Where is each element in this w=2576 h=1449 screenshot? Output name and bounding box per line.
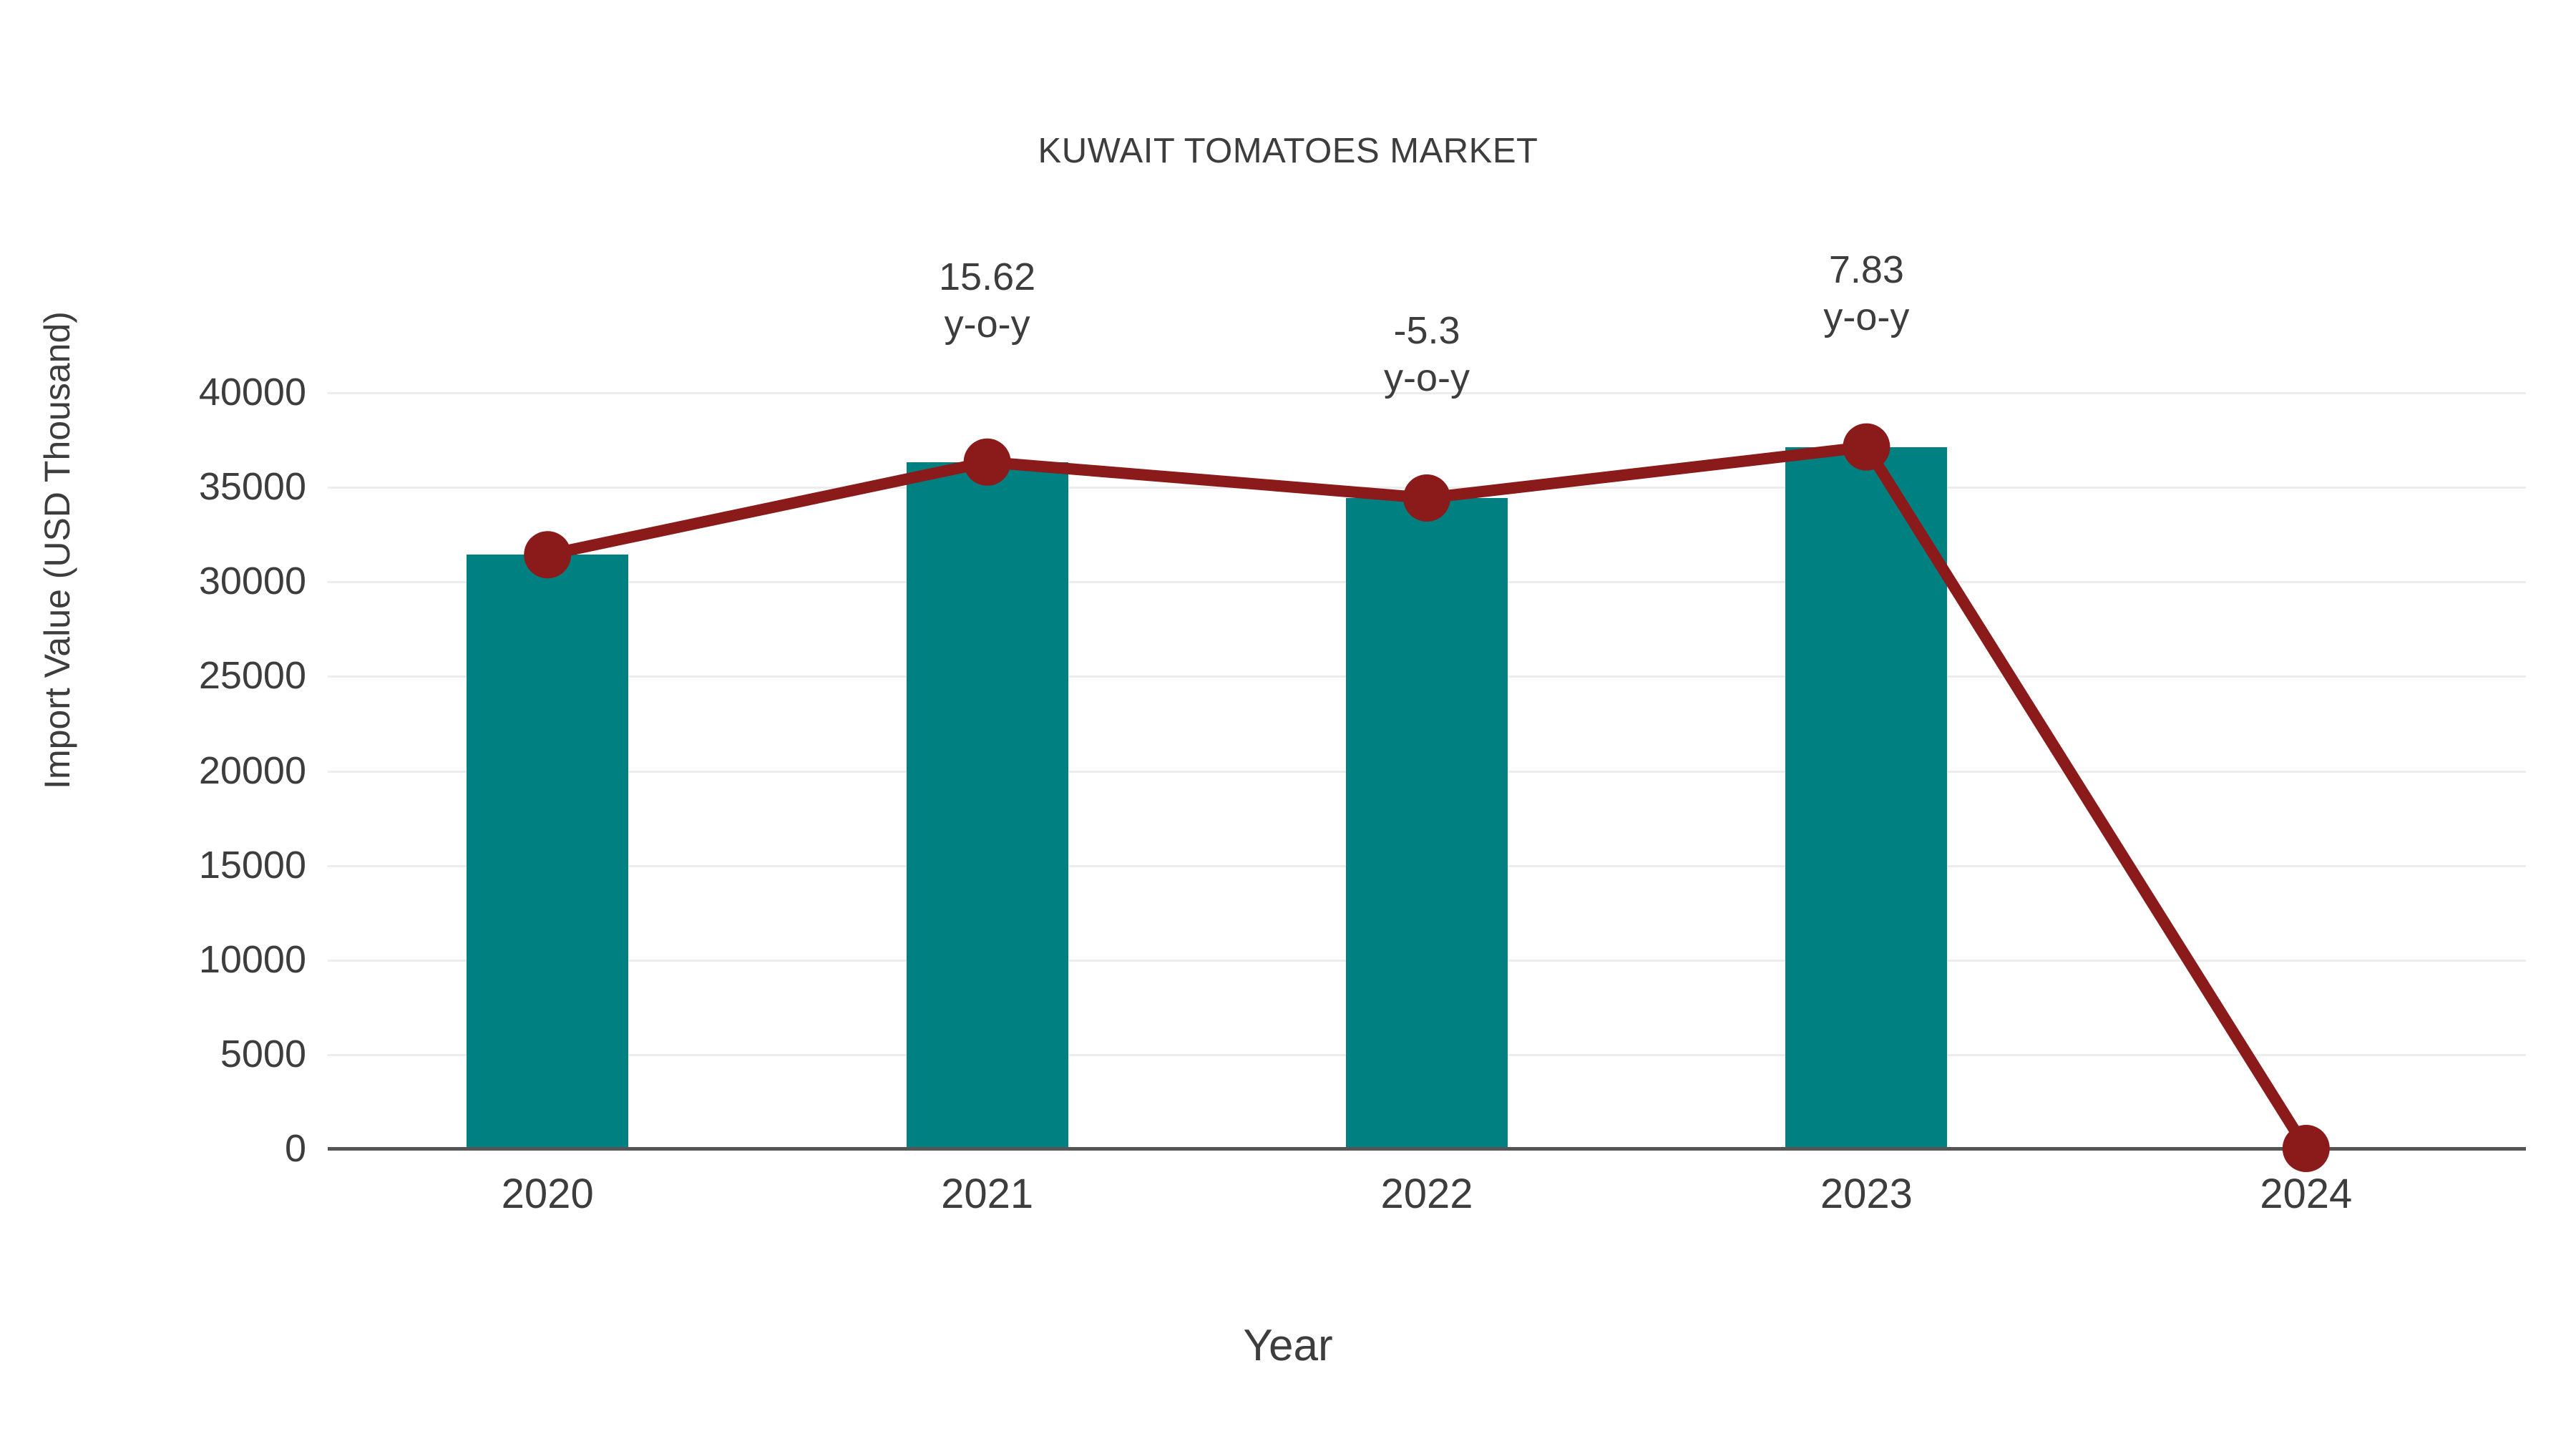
y-axis-tick-label: 15000	[198, 843, 306, 887]
gridline	[328, 487, 2526, 489]
yoy-unit: y-o-y	[1384, 356, 1470, 399]
x-axis-tick-label: 2021	[941, 1171, 1034, 1217]
yoy-annotation-2021: 15.62 y-o-y	[809, 254, 1166, 348]
yoy-value: -5.3	[1393, 309, 1460, 352]
y-axis-tick-label: 25000	[198, 654, 306, 698]
yoy-annotation-2023: 7.83 y-o-y	[1687, 247, 2045, 341]
y-axis-title: Import Value (USD Thousand)	[37, 311, 77, 789]
chart-title: KUWAIT TOMATOES MARKET	[1038, 132, 1538, 170]
x-axis-title: Year	[1243, 1321, 1333, 1370]
y-axis-tick-label: 0	[284, 1127, 306, 1170]
x-axis-tick-label: 2023	[1820, 1171, 1913, 1217]
yoy-unit: y-o-y	[944, 302, 1030, 346]
y-axis-tick-label: 10000	[198, 937, 306, 981]
bar-2021[interactable]	[906, 462, 1068, 1148]
gridline	[328, 392, 2526, 394]
yoy-value: 15.62	[939, 255, 1036, 298]
y-axis-tick-label: 20000	[198, 748, 306, 792]
bar-2020[interactable]	[467, 555, 629, 1148]
bar-2022[interactable]	[1346, 497, 1508, 1148]
y-axis-tick-label: 5000	[220, 1032, 306, 1075]
y-axis-tick-label: 30000	[198, 560, 306, 603]
y-axis-tick-label: 35000	[198, 465, 306, 509]
bar-2023[interactable]	[1785, 447, 1948, 1148]
yoy-annotation-2022: -5.3 y-o-y	[1248, 308, 1606, 402]
x-axis-tick-label: 2024	[2260, 1171, 2353, 1217]
yoy-value: 7.83	[1828, 248, 1904, 291]
plot-area	[328, 358, 2526, 1148]
x-axis-line	[328, 1147, 2526, 1151]
yoy-unit: y-o-y	[1823, 295, 1910, 338]
x-axis-tick-label: 2022	[1380, 1171, 1473, 1217]
y-axis-tick-label: 40000	[198, 371, 306, 414]
x-axis-tick-label: 2020	[501, 1171, 594, 1217]
